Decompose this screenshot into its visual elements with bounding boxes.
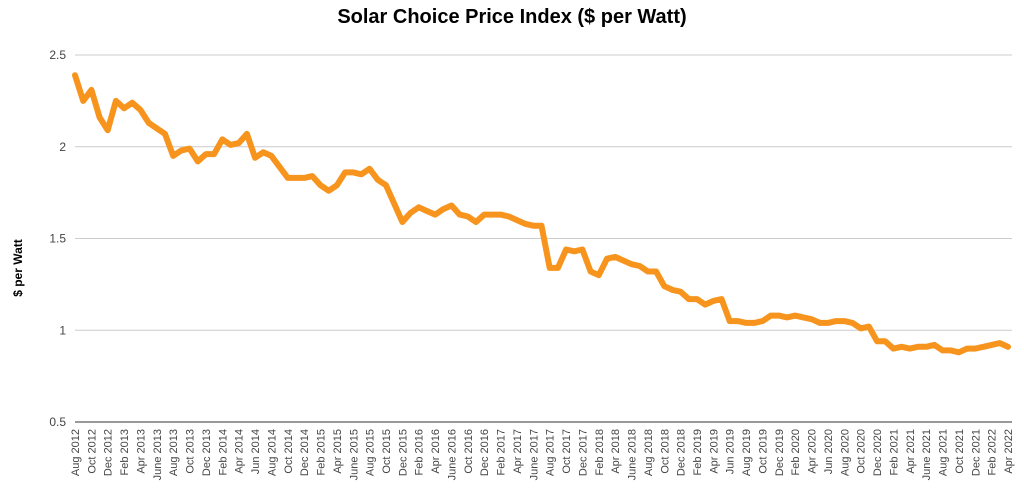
x-tick-label: Aug 2012 xyxy=(70,429,82,476)
x-tick-label: Apr 2016 xyxy=(430,429,442,474)
x-tick-label: Oct 2019 xyxy=(757,429,769,474)
x-tick-label: Aug 2013 xyxy=(168,429,180,476)
x-tick-label: Feb 2022 xyxy=(987,429,999,475)
x-tick-label: Jun 2019 xyxy=(725,429,737,474)
x-tick-label: Apr 2018 xyxy=(610,429,622,474)
x-tick-label: Apr 2013 xyxy=(135,429,147,474)
x-tick-label: Apr 2014 xyxy=(234,429,246,474)
x-tick-label: June 2018 xyxy=(627,429,639,480)
x-tick-label: Feb 2013 xyxy=(119,429,131,475)
x-tick-label: Oct 2018 xyxy=(659,429,671,474)
x-tick-label: Apr 2021 xyxy=(905,429,917,474)
x-tick-label: Apr 2022 xyxy=(1003,429,1015,474)
x-tick-label: Feb 2015 xyxy=(316,429,328,475)
x-tick-label: Oct 2012 xyxy=(86,429,98,474)
x-tick-label: Oct 2017 xyxy=(561,429,573,474)
x-tick-label: Feb 2014 xyxy=(217,429,229,475)
x-tick-label: Apr 2019 xyxy=(708,429,720,474)
x-axis-ticks: Aug 2012 Oct 2012 Dec 2012 Feb 2013 Apr 2013… xyxy=(70,429,1015,480)
x-tick-label: June 2013 xyxy=(152,429,164,480)
x-tick-label: Dec 2015 xyxy=(397,429,409,476)
chart-title: Solar Choice Price Index ($ per Watt) xyxy=(337,6,687,28)
x-tick-label: Dec 2019 xyxy=(774,429,786,476)
x-tick-label: Aug 2015 xyxy=(365,429,377,476)
x-tick-label: Jun 2014 xyxy=(250,429,262,474)
x-tick-label: Apr 2015 xyxy=(332,429,344,474)
x-tick-label: Dec 2020 xyxy=(872,429,884,476)
x-tick-label: Dec 2018 xyxy=(676,429,688,476)
y-tick-label: 1 xyxy=(59,323,66,337)
x-tick-label: Dec 2012 xyxy=(103,429,115,476)
x-tick-label: Oct 2015 xyxy=(381,429,393,474)
y-tick-label: 0.5 xyxy=(49,415,66,429)
x-tick-label: Feb 2021 xyxy=(888,429,900,475)
x-tick-label: Feb 2017 xyxy=(496,429,508,475)
x-tick-label: Dec 2014 xyxy=(299,429,311,476)
x-tick-label: June 2017 xyxy=(528,429,540,480)
x-tick-label: Aug 2014 xyxy=(266,429,278,476)
x-tick-label: Dec 2016 xyxy=(479,429,491,476)
y-axis-label: $ per Watt xyxy=(11,239,25,297)
x-tick-label: June 2021 xyxy=(921,429,933,480)
x-tick-label: Oct 2021 xyxy=(954,429,966,474)
x-tick-label: Feb 2018 xyxy=(594,429,606,475)
x-tick-label: Feb 2016 xyxy=(414,429,426,475)
series-line xyxy=(72,72,1011,356)
x-tick-label: Aug 2019 xyxy=(741,429,753,476)
x-tick-label: Dec 2013 xyxy=(201,429,213,476)
x-tick-label: Oct 2016 xyxy=(463,429,475,474)
x-tick-label: Aug 2018 xyxy=(643,429,655,476)
x-tick-label: Dec 2021 xyxy=(970,429,982,476)
x-tick-label: Dec 2017 xyxy=(577,429,589,476)
x-tick-label: Aug 2020 xyxy=(839,429,851,476)
x-tick-label: Aug 2021 xyxy=(938,429,950,476)
y-tick-label: 2 xyxy=(59,140,66,154)
price-index-series xyxy=(72,72,1011,356)
x-tick-label: June 2016 xyxy=(446,429,458,480)
x-tick-label: Apr 2017 xyxy=(512,429,524,474)
y-tick-label: 2.5 xyxy=(49,48,66,62)
y-tick-label: 1.5 xyxy=(49,232,66,246)
x-tick-label: June 2015 xyxy=(348,429,360,480)
x-tick-label: Oct 2020 xyxy=(856,429,868,474)
x-tick-label: Oct 2014 xyxy=(283,429,295,474)
x-tick-label: Apr 2020 xyxy=(807,429,819,474)
x-tick-label: Feb 2020 xyxy=(790,429,802,475)
x-tick-label: Feb 2019 xyxy=(692,429,704,475)
y-axis-ticks: 0.5 1 1.5 2 2.5 xyxy=(49,48,66,429)
x-tick-label: Aug 2017 xyxy=(545,429,557,476)
x-tick-label: Oct 2013 xyxy=(185,429,197,474)
x-tick-label: Jun 2020 xyxy=(823,429,835,474)
